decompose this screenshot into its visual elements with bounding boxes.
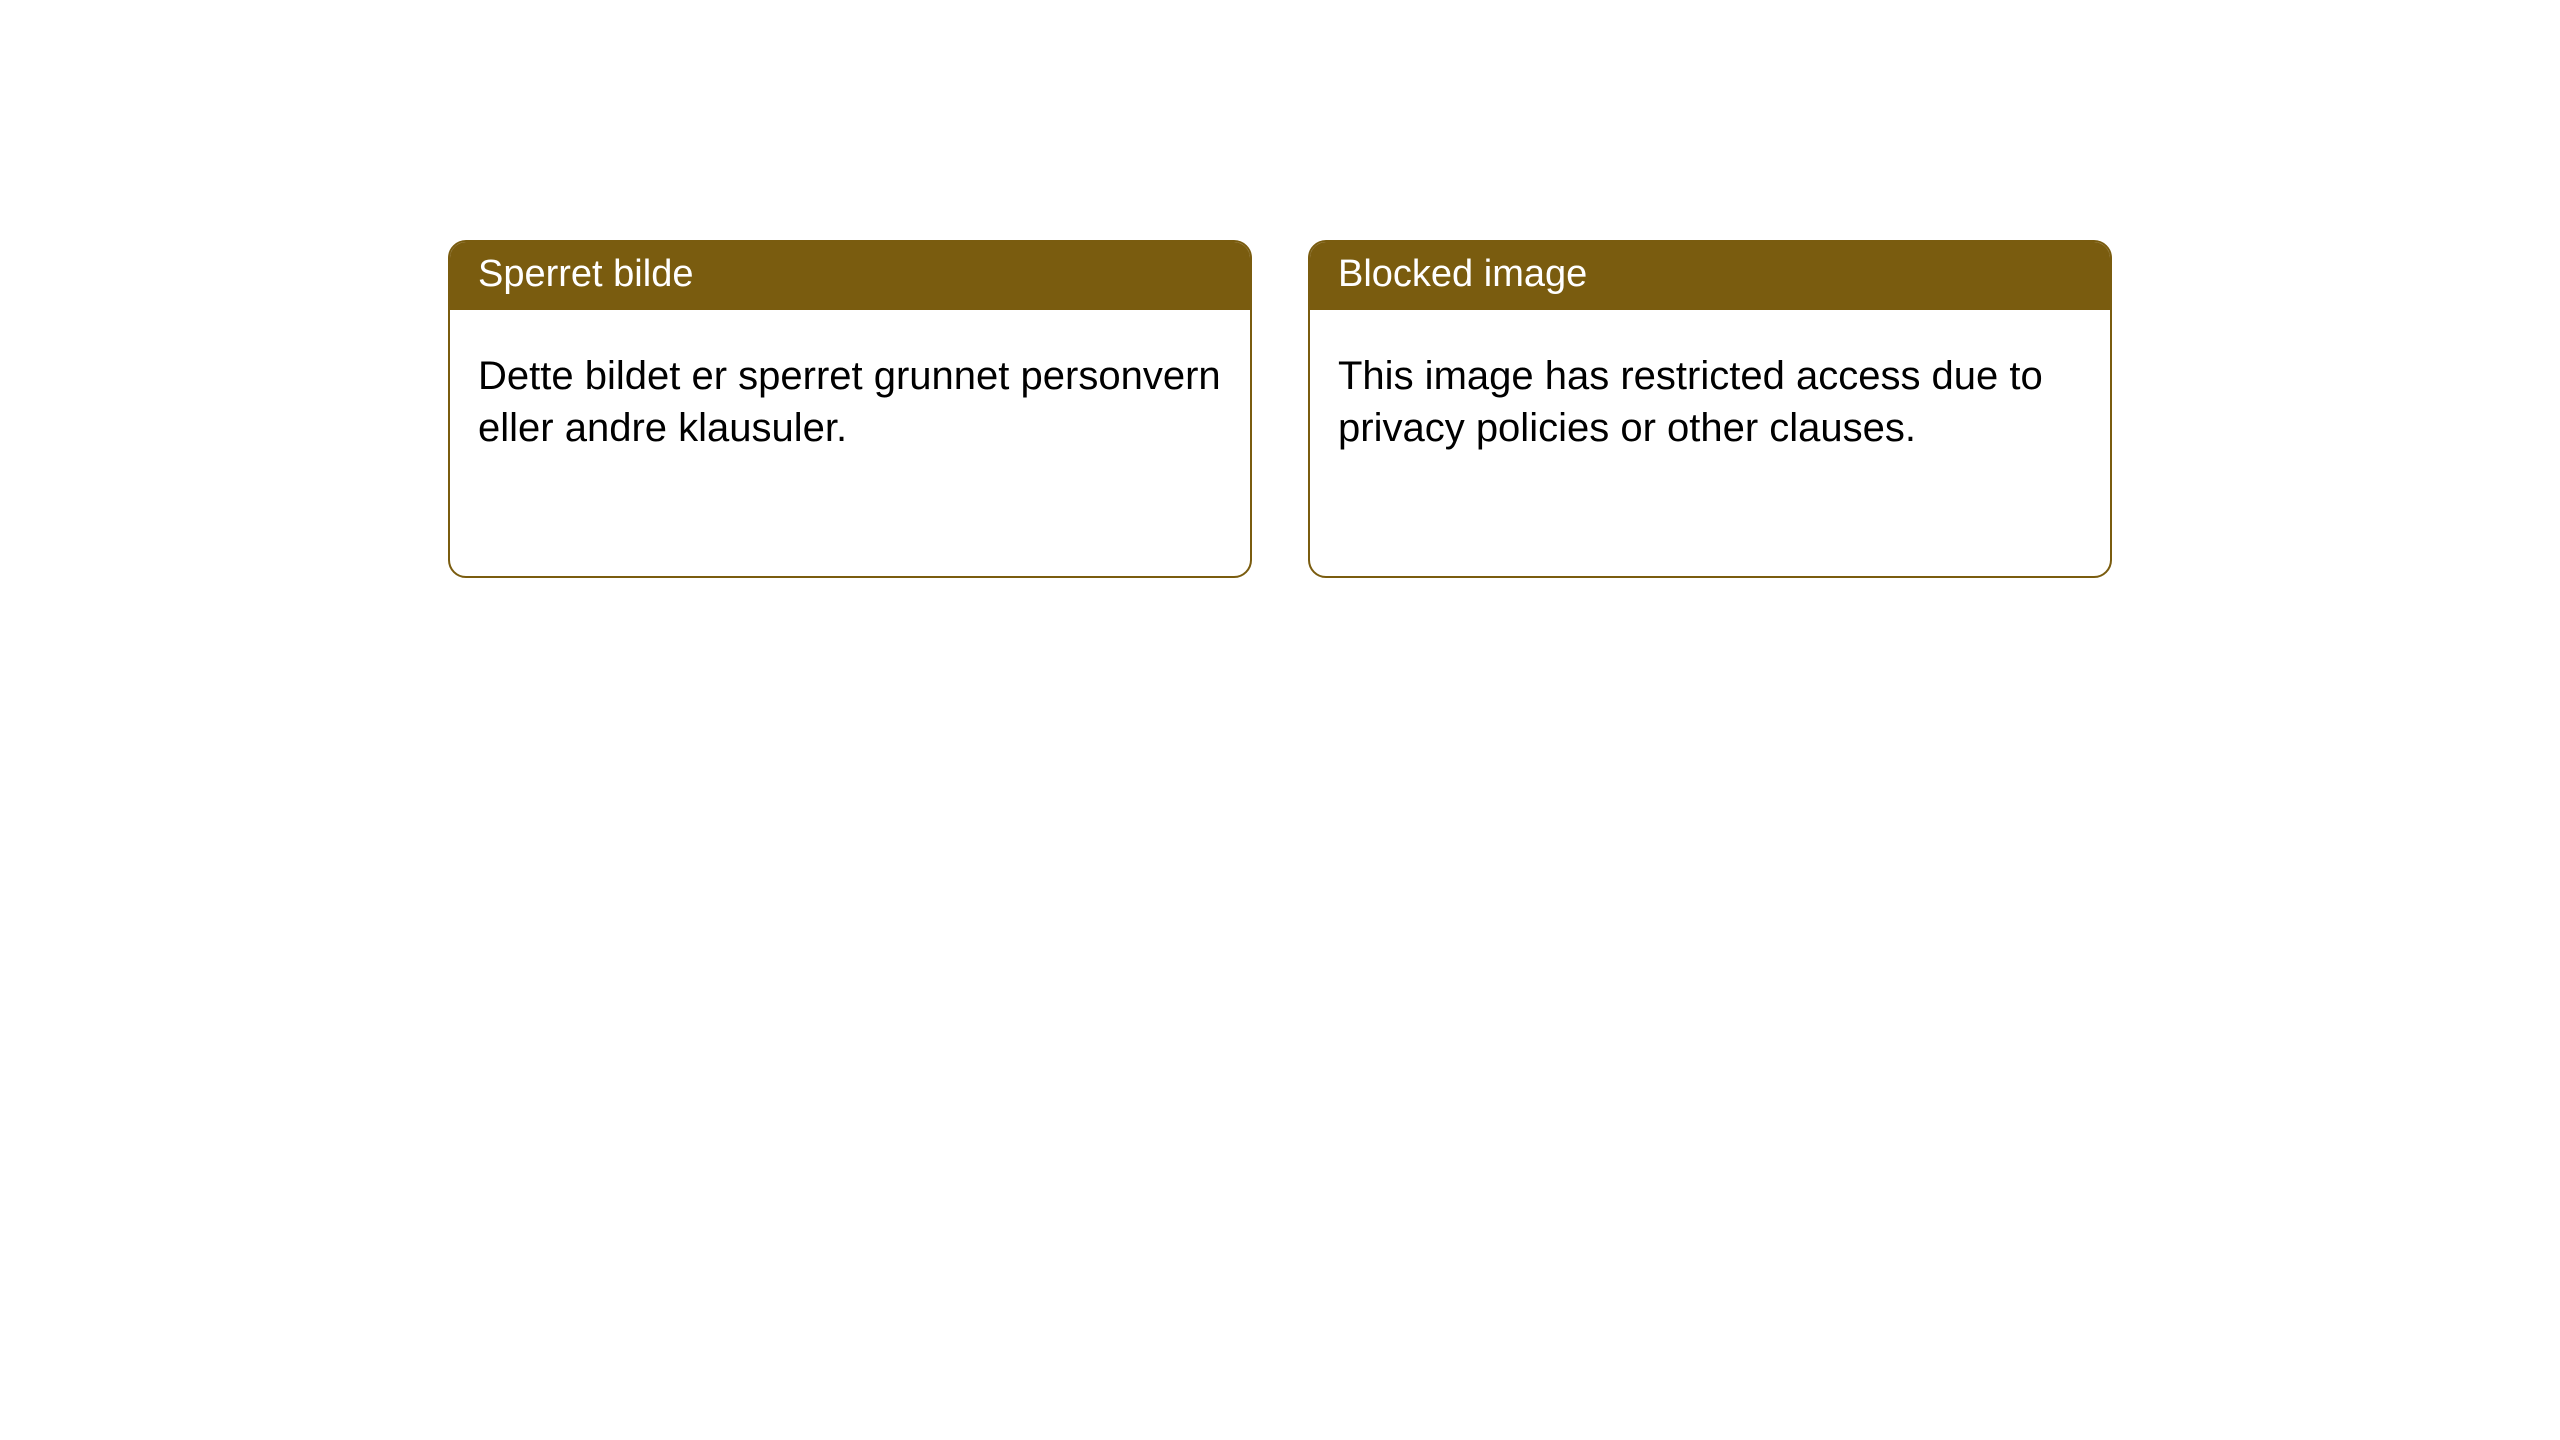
notice-card-english: Blocked image This image has restricted …	[1308, 240, 2112, 578]
notice-card-body: This image has restricted access due to …	[1310, 310, 2110, 482]
notice-card-message: Dette bildet er sperret grunnet personve…	[478, 354, 1221, 450]
notice-card-header: Blocked image	[1310, 242, 2110, 310]
notice-card-title: Sperret bilde	[478, 253, 693, 295]
notice-card-body: Dette bildet er sperret grunnet personve…	[450, 310, 1250, 482]
notice-card-header: Sperret bilde	[450, 242, 1250, 310]
notice-card-message: This image has restricted access due to …	[1338, 354, 2043, 450]
notice-cards-container: Sperret bilde Dette bildet er sperret gr…	[448, 240, 2560, 578]
notice-card-title: Blocked image	[1338, 253, 1587, 295]
notice-card-norwegian: Sperret bilde Dette bildet er sperret gr…	[448, 240, 1252, 578]
